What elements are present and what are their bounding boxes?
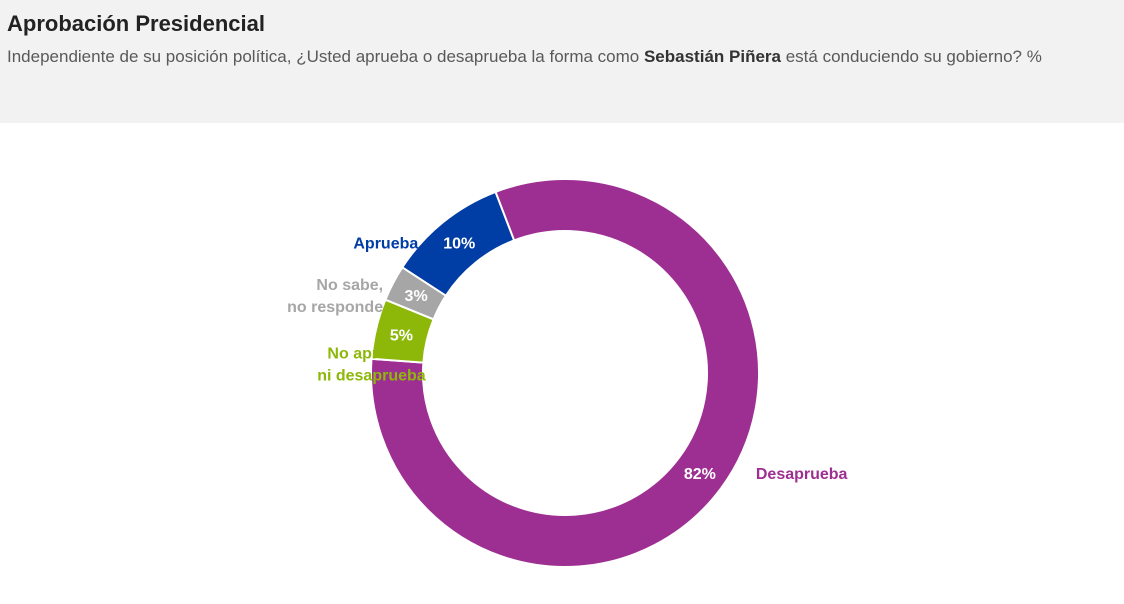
chart-title: Aprobación Presidencial [7, 11, 265, 36]
slice-desaprueba [370, 178, 760, 568]
category-label-aprueba: Aprueba [353, 235, 418, 252]
chart-subtitle: Independiente de su posición política, ¿… [7, 44, 1047, 69]
value-label-no-aprueba-ni-desaprueba: 5% [390, 328, 413, 345]
subtitle-text-end: está conduciendo su gobierno? % [780, 47, 1042, 66]
value-label-aprueba: 10% [443, 235, 475, 252]
category-label-desaprueba: Desaprueba [756, 466, 848, 483]
subtitle-text-bold: Sebastián Piñera [643, 47, 781, 66]
header: Aprobación Presidencial Independiente de… [0, 0, 1124, 123]
value-label-no-sabe-no-responde: 3% [405, 288, 428, 305]
donut-chart: 82% Desaprueba 5%No aprueba ni desaprueba 3%… [287, 178, 848, 568]
category-label-no-aprueba-ni-desaprueba: No aprueba ni desaprueba [317, 346, 426, 385]
category-label-no-sabe-no-responde: No sabe, no responde [287, 277, 383, 316]
value-label-desaprueba: 82% [684, 466, 716, 483]
slice-aprueba [400, 190, 516, 298]
subtitle-text-start: Independiente de su posición política, ¿… [7, 47, 644, 66]
